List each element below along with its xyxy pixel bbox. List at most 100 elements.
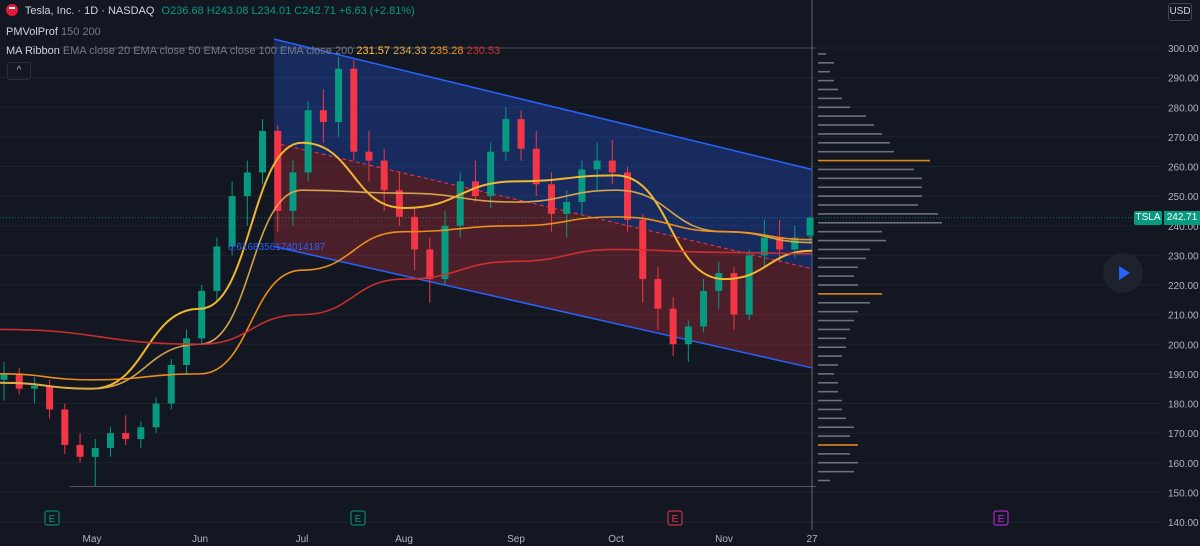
- candle-body: [502, 119, 510, 152]
- candle: [152, 397, 160, 434]
- price-tick-label: 220.00: [1168, 281, 1199, 292]
- volume-profile-bar: [818, 133, 882, 135]
- candle-body: [15, 373, 23, 389]
- volume-profile-bar: [818, 444, 858, 446]
- volume-profile-bar: [818, 142, 890, 144]
- candle: [167, 359, 175, 410]
- volume-profile-bar: [818, 275, 854, 277]
- event-marker-letter: E: [355, 514, 362, 525]
- candle-body: [380, 160, 388, 191]
- volume-profile-bar: [818, 373, 834, 375]
- volume-profile-bar: [818, 221, 942, 224]
- ema100-value: 235.28: [429, 45, 464, 57]
- earnings-event-marker[interactable]: E: [350, 510, 366, 526]
- symbol-legend[interactable]: Tesla, Inc. · 1D · NASDAQ O236.68 H243.0…: [6, 4, 415, 17]
- price-tick-label: 260.00: [1168, 163, 1199, 174]
- candle-body: [274, 130, 282, 211]
- collapse-legend-button[interactable]: ^: [7, 62, 31, 80]
- time-tick-label: Sep: [507, 534, 525, 545]
- volume-profile-bar: [818, 453, 850, 455]
- volume-profile-bar: [818, 337, 846, 340]
- time-tick-label: Nov: [715, 534, 733, 545]
- time-tick-label: Oct: [608, 534, 624, 545]
- candle-body: [532, 148, 540, 185]
- candle: [760, 219, 768, 268]
- candle-body: [319, 110, 327, 123]
- candle-body: [228, 196, 236, 247]
- price-tick-label: 150.00: [1168, 488, 1199, 499]
- time-tick-label: Jun: [192, 534, 208, 545]
- candle-body: [395, 190, 403, 217]
- price-tick-label: 190.00: [1168, 370, 1199, 381]
- ohlc-high: H243.08: [206, 5, 249, 17]
- candle-body: [0, 373, 8, 380]
- candle: [304, 101, 312, 182]
- event-marker-letter: E: [672, 514, 679, 525]
- price-tick-label: 250.00: [1168, 192, 1199, 203]
- candle: [319, 89, 327, 143]
- price-tick-label: 270.00: [1168, 133, 1199, 144]
- price-axis[interactable]: 300.00 290.00 280.00 270.00 260.00 250.00 240.…: [1168, 44, 1199, 529]
- ema-line: [0, 189, 813, 390]
- candle: [259, 119, 267, 185]
- event-marker-box: [667, 510, 683, 526]
- volume-profile-bar: [818, 266, 858, 269]
- candle: [274, 125, 282, 232]
- candle-body: [715, 273, 723, 291]
- candle-body: [730, 273, 738, 315]
- event-marker-box: [44, 510, 60, 526]
- regression-channel: [273, 38, 813, 369]
- play-replay-button[interactable]: [1103, 253, 1143, 293]
- pmvolprof-legend[interactable]: PMVolProf 150 200: [6, 26, 101, 38]
- currency-button[interactable]: USD: [1168, 3, 1192, 21]
- price-change: +6.63 (+2.81%): [338, 5, 415, 17]
- ma-ribbon-legend[interactable]: MA Ribbon EMA close 20 EMA close 50 EMA …: [6, 45, 500, 57]
- volume-profile-bar: [818, 479, 830, 482]
- candle: [30, 376, 38, 404]
- volume-profile-bar: [818, 355, 842, 357]
- candle: [684, 320, 692, 363]
- price-tick-label: 180.00: [1168, 400, 1199, 411]
- pmvolprof-name: PMVolProf: [6, 26, 58, 38]
- candle-body: [563, 202, 571, 214]
- price-tick-label: 170.00: [1168, 429, 1199, 440]
- volume-profile-bar: [818, 150, 894, 153]
- price-tick-label: 280.00: [1168, 103, 1199, 114]
- ema-line: [0, 141, 813, 390]
- candle: [578, 160, 586, 214]
- candle-body: [350, 68, 358, 152]
- time-axis[interactable]: May Jun Jul Aug Sep Oct Nov 27: [83, 534, 818, 545]
- chevron-up-icon: ^: [16, 65, 22, 76]
- volume-profile-bar: [818, 124, 874, 126]
- candle-body: [776, 237, 784, 250]
- candle-body: [608, 160, 616, 173]
- volume-profile-bar: [818, 79, 834, 82]
- earnings-event-marker[interactable]: E: [44, 510, 60, 526]
- volume-profile-bar: [818, 248, 870, 251]
- time-tick-label: Jul: [296, 534, 309, 545]
- price-tick-label: 160.00: [1168, 459, 1199, 470]
- event-marker-letter: E: [49, 514, 56, 525]
- volume-profile-bar: [818, 70, 830, 73]
- symbol-price-tag: TSLA: [1134, 211, 1162, 225]
- candle-body: [198, 290, 206, 339]
- candle: [426, 237, 434, 303]
- candle: [563, 190, 571, 238]
- candle-body: [441, 225, 449, 280]
- volume-profile-bar: [818, 408, 842, 411]
- candle-body: [106, 433, 114, 448]
- candle: [395, 172, 403, 226]
- volume-profile-bar: [818, 417, 846, 420]
- candle-body: [167, 364, 175, 404]
- candle: [700, 279, 708, 333]
- earnings-event-marker[interactable]: E: [667, 510, 683, 526]
- candle: [502, 107, 510, 161]
- candle-body: [365, 151, 373, 161]
- candle-body: [46, 385, 54, 410]
- candle: [487, 142, 495, 208]
- volume-profile-bar: [818, 346, 846, 349]
- earnings-event-marker[interactable]: E: [993, 510, 1009, 526]
- candle: [243, 160, 251, 226]
